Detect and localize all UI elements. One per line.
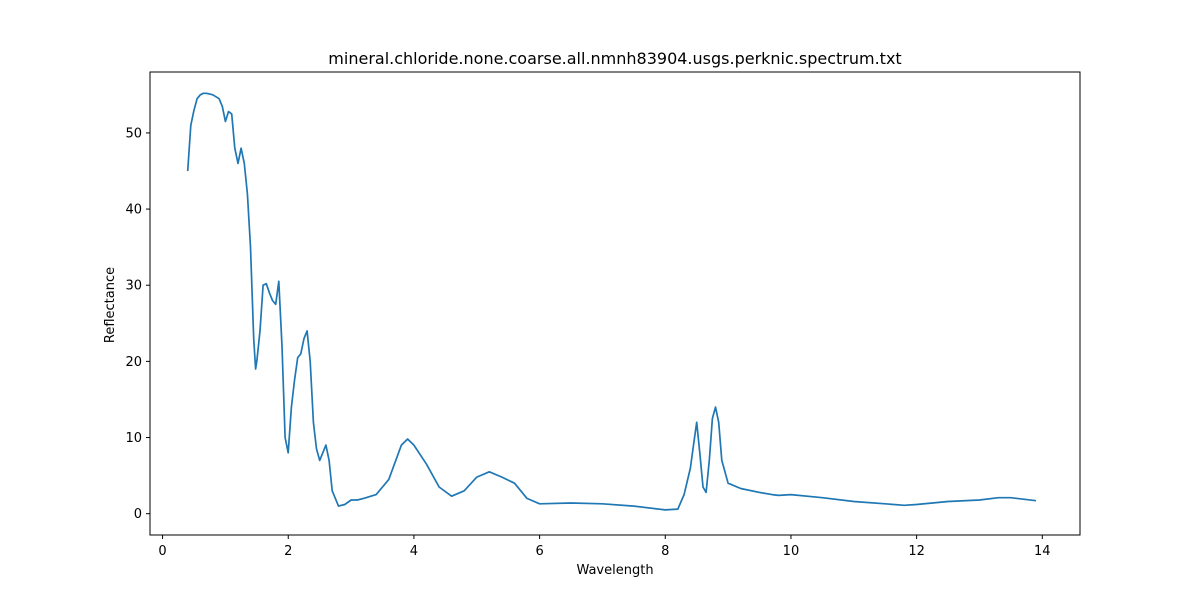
y-axis-label: Reflectance	[103, 267, 118, 343]
chart-title: mineral.chloride.none.coarse.all.nmnh839…	[328, 49, 901, 68]
x-axis-label: Wavelength	[576, 563, 653, 578]
plot-area: 0 2 4 6 8 10 12 14 0 10 20 30 40 50	[125, 71, 1081, 559]
y-tick-label-0: 0	[134, 507, 142, 522]
x-tick-label-4: 4	[410, 544, 418, 559]
x-tick-label-10: 10	[783, 544, 800, 559]
y-tick-label-20: 20	[125, 355, 142, 370]
x-tick-label-14: 14	[1034, 544, 1051, 559]
x-tick-label-6: 6	[535, 544, 543, 559]
y-tick-label-30: 30	[125, 279, 142, 294]
y-tick-label-50: 50	[125, 126, 142, 141]
x-tick-label-0: 0	[158, 544, 166, 559]
x-tick-label-2: 2	[284, 544, 292, 559]
y-tick-label-10: 10	[125, 431, 142, 446]
axes-frame	[149, 71, 1081, 536]
y-tick-label-40: 40	[125, 203, 142, 218]
x-tick-label-12: 12	[908, 544, 925, 559]
x-tick-label-8: 8	[661, 544, 669, 559]
series-line-0	[186, 92, 1037, 511]
